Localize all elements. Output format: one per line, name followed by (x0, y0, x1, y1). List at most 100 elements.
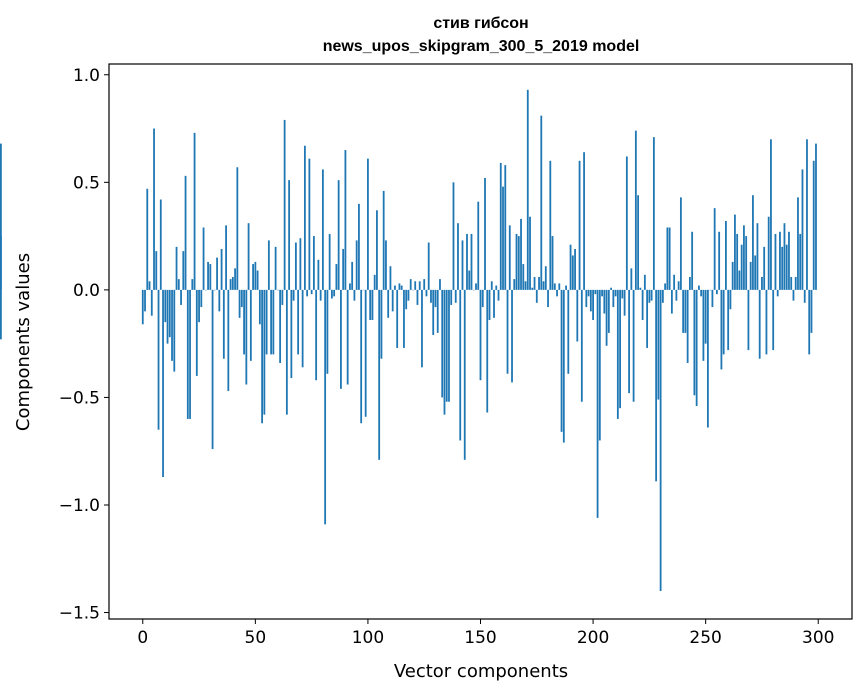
bar-component-118 (407, 289, 410, 301)
bar-component-293 (801, 169, 804, 290)
bar-component-68 (294, 242, 297, 290)
bar-component-263 (734, 214, 736, 290)
bar-component-183 (553, 283, 556, 290)
bar-component-132 (439, 279, 441, 290)
bar-component-298 (812, 160, 815, 290)
bar-component-229 (657, 289, 660, 400)
bar-component-38 (227, 289, 230, 391)
bar-series (0, 89, 817, 592)
bar-component-177 (540, 115, 543, 290)
bar-component-111 (391, 289, 394, 312)
bar-component-83 (328, 233, 331, 290)
bar-component-208 (610, 287, 612, 290)
bar-component-200 (592, 289, 594, 320)
bar-component-22 (191, 279, 194, 290)
bar-component-30 (209, 264, 212, 290)
bar-component-119 (409, 279, 412, 290)
bar-component-152 (484, 178, 486, 290)
bar-component-187 (562, 289, 565, 443)
bar-component-137 (450, 289, 453, 305)
bar-component-102 (371, 289, 374, 320)
bar-component-67 (292, 289, 295, 301)
bar-component-193 (576, 289, 579, 342)
x-axis-ticks: 0 50 100 150 200 250 300 (137, 619, 834, 648)
bar-component-227 (652, 137, 655, 290)
bar-component-195 (580, 289, 583, 402)
bar-component-128 (430, 289, 432, 303)
bar-component-235 (670, 289, 673, 314)
bar-component-85 (333, 289, 336, 297)
bar-component-170 (524, 281, 527, 290)
bar-component-88 (340, 289, 342, 389)
bar-component-285 (783, 223, 786, 290)
bar-component-233 (666, 227, 669, 290)
bar-component-278 (767, 216, 770, 290)
bar-component-283 (779, 231, 781, 290)
bar-component-161 (504, 165, 507, 290)
bar-component-45 (243, 289, 245, 355)
y-tick-label: −1.0 (59, 496, 100, 516)
bar-component-286 (785, 244, 788, 290)
bar-component-284 (781, 246, 784, 290)
bar-component-39 (229, 279, 232, 290)
bar-component-109 (387, 289, 390, 318)
bar-component-273 (756, 223, 759, 290)
bar-component-179 (544, 266, 547, 290)
bar-component-156 (493, 289, 495, 318)
x-tick-label: 250 (689, 628, 721, 648)
chart-title: стив гибсон (433, 15, 528, 32)
bar-component-7 (157, 289, 160, 430)
bar-component-15 (175, 246, 178, 290)
bar-component-42 (236, 167, 239, 290)
bar-component-5 (153, 128, 155, 290)
bar-component-35 (220, 249, 223, 290)
bar-component-75 (310, 289, 313, 295)
bar-component-13 (171, 289, 173, 361)
bar-component-144 (466, 233, 468, 290)
x-tick-label: 0 (137, 628, 148, 648)
bar-component-4 (150, 289, 153, 316)
bar-component-213 (621, 289, 624, 299)
bar-component-133 (441, 289, 444, 398)
bar-component-79 (319, 289, 322, 301)
bar-component-20 (186, 289, 189, 419)
bar-component-250 (704, 289, 707, 344)
y-axis-label: Components values (13, 253, 34, 431)
bar-component-6 (155, 251, 158, 290)
bar-component-181 (549, 160, 552, 290)
bar-component-3 (148, 281, 151, 290)
bar-component-218 (632, 289, 635, 402)
bar-component-291 (797, 197, 799, 290)
bar-component-114 (398, 283, 401, 290)
bar-component-171 (526, 89, 529, 290)
bar-component-82 (326, 289, 329, 374)
bar-component-192 (574, 249, 576, 290)
bar-component-289 (792, 289, 795, 301)
bar-component-56 (267, 240, 270, 290)
bar-component-142 (461, 240, 464, 290)
bar-component-153 (486, 289, 489, 413)
bar-component-90 (344, 150, 347, 290)
bar-component-14 (173, 289, 176, 372)
bar-component-207 (607, 289, 610, 333)
bar-component-220 (637, 195, 640, 290)
y-tick-label: −1.5 (59, 604, 100, 624)
bar-component-131 (436, 289, 439, 333)
bar-component-194 (578, 160, 581, 290)
bar-component-169 (522, 264, 525, 290)
bar-component-54 (263, 289, 266, 415)
bar-component-258 (722, 289, 725, 355)
bar-component-209 (612, 289, 615, 308)
bar-component-0 (141, 289, 144, 325)
bar-component-66 (290, 289, 293, 379)
bar-component-178 (542, 281, 545, 290)
bar-component-295 (806, 139, 808, 290)
bar-component-270 (749, 261, 752, 290)
bar-component-166 (515, 233, 518, 290)
bar-component-241 (684, 289, 687, 333)
bar-component-175 (535, 289, 538, 303)
bar-component-103 (373, 274, 376, 290)
bar-component-280 (772, 289, 775, 351)
bar-component-279 (770, 139, 772, 290)
